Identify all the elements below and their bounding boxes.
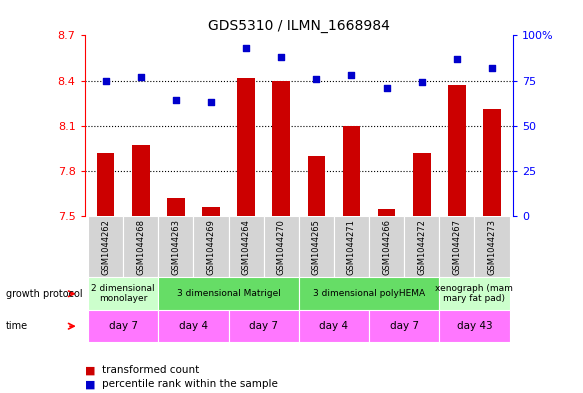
- Point: [206, 99, 216, 105]
- Bar: [123, 216, 159, 277]
- Text: GSM1044265: GSM1044265: [312, 219, 321, 275]
- Bar: [272, 81, 290, 216]
- Bar: [202, 207, 220, 216]
- Bar: [132, 145, 149, 216]
- Text: day 4: day 4: [179, 321, 208, 331]
- Point: [136, 74, 145, 80]
- Text: day 4: day 4: [319, 321, 349, 331]
- Bar: [308, 156, 325, 216]
- Bar: [439, 277, 510, 310]
- Text: 3 dimensional Matrigel: 3 dimensional Matrigel: [177, 289, 280, 298]
- Bar: [404, 216, 439, 277]
- Bar: [159, 310, 229, 342]
- Point: [312, 75, 321, 82]
- Bar: [483, 109, 501, 216]
- Text: transformed count: transformed count: [102, 365, 199, 375]
- Text: growth protocol: growth protocol: [6, 289, 82, 299]
- Bar: [97, 153, 114, 216]
- Text: GSM1044273: GSM1044273: [487, 219, 497, 275]
- Point: [452, 56, 462, 62]
- Title: GDS5310 / ILMN_1668984: GDS5310 / ILMN_1668984: [208, 19, 389, 33]
- Point: [382, 84, 391, 91]
- Text: GSM1044269: GSM1044269: [206, 219, 216, 275]
- Bar: [264, 216, 299, 277]
- Bar: [378, 209, 395, 216]
- Bar: [369, 216, 404, 277]
- Bar: [413, 153, 430, 216]
- Text: 3 dimensional polyHEMA: 3 dimensional polyHEMA: [313, 289, 425, 298]
- Bar: [369, 310, 439, 342]
- Text: day 7: day 7: [389, 321, 419, 331]
- Text: time: time: [6, 321, 28, 331]
- Point: [101, 77, 110, 84]
- Bar: [194, 216, 229, 277]
- Text: GSM1044267: GSM1044267: [452, 219, 461, 275]
- Bar: [439, 216, 475, 277]
- Bar: [334, 216, 369, 277]
- Bar: [229, 310, 299, 342]
- Text: xenograph (mam
mary fat pad): xenograph (mam mary fat pad): [436, 284, 514, 303]
- Point: [417, 79, 426, 86]
- Text: GSM1044270: GSM1044270: [277, 219, 286, 275]
- Bar: [439, 310, 510, 342]
- Text: GSM1044271: GSM1044271: [347, 219, 356, 275]
- Text: GSM1044263: GSM1044263: [171, 219, 180, 275]
- Text: GSM1044266: GSM1044266: [382, 219, 391, 275]
- Text: day 7: day 7: [249, 321, 278, 331]
- Point: [487, 65, 497, 71]
- Bar: [237, 77, 255, 216]
- Bar: [299, 310, 369, 342]
- Bar: [448, 85, 466, 216]
- Bar: [159, 277, 299, 310]
- Bar: [88, 277, 159, 310]
- Text: day 43: day 43: [456, 321, 492, 331]
- Point: [241, 45, 251, 51]
- Text: 2 dimensional
monolayer: 2 dimensional monolayer: [92, 284, 155, 303]
- Bar: [229, 216, 264, 277]
- Text: GSM1044264: GSM1044264: [241, 219, 251, 275]
- Text: day 7: day 7: [108, 321, 138, 331]
- Bar: [88, 310, 159, 342]
- Point: [171, 97, 181, 104]
- Text: ■: ■: [85, 379, 95, 389]
- Text: GSM1044272: GSM1044272: [417, 219, 426, 275]
- Bar: [475, 216, 510, 277]
- Text: GSM1044262: GSM1044262: [101, 219, 110, 275]
- Bar: [299, 216, 334, 277]
- Point: [347, 72, 356, 78]
- Text: GSM1044268: GSM1044268: [136, 219, 145, 275]
- Text: ■: ■: [85, 365, 95, 375]
- Text: percentile rank within the sample: percentile rank within the sample: [102, 379, 278, 389]
- Point: [276, 54, 286, 60]
- Bar: [88, 216, 123, 277]
- Bar: [159, 216, 194, 277]
- Bar: [167, 198, 185, 216]
- Bar: [343, 126, 360, 216]
- Bar: [299, 277, 439, 310]
